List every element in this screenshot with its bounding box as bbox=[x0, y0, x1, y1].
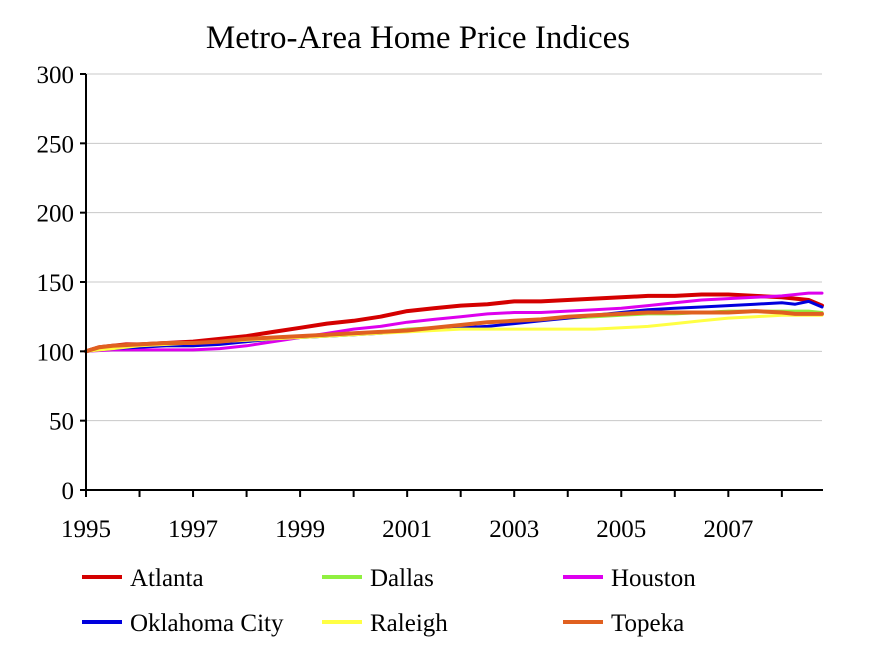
legend-label: Oklahoma City bbox=[130, 610, 284, 637]
y-tick-label: 0 bbox=[62, 478, 75, 505]
chart-title: Metro-Area Home Price Indices bbox=[206, 20, 630, 56]
x-axis-ticks: 1995 1997 1999 2001 2003 2005 2007 bbox=[61, 516, 753, 543]
legend-label: Raleigh bbox=[370, 610, 448, 637]
y-tick-label: 100 bbox=[37, 339, 75, 366]
x-tick-label: 2005 bbox=[596, 516, 646, 543]
y-axis-ticks: 0 50 100 150 200 250 300 bbox=[37, 62, 75, 505]
legend-label: Dallas bbox=[370, 565, 434, 592]
series-line-houston bbox=[84, 291, 824, 353]
x-tick-label: 1997 bbox=[168, 516, 218, 543]
x-tick-label: 1995 bbox=[61, 516, 111, 543]
axes bbox=[80, 73, 823, 497]
legend-label: Atlanta bbox=[130, 565, 204, 592]
series-line-topeka bbox=[84, 309, 824, 354]
legend: Atlanta Dallas Houston Oklahoma City Raleigh… bbox=[82, 565, 696, 637]
y-tick-label: 300 bbox=[37, 62, 75, 89]
y-tick-label: 250 bbox=[37, 131, 75, 158]
y-tick-label: 150 bbox=[37, 270, 75, 297]
series-lines bbox=[84, 291, 824, 354]
x-tick-label: 1999 bbox=[275, 516, 325, 543]
legend-label: Houston bbox=[611, 565, 696, 592]
x-tick-label: 2007 bbox=[703, 516, 753, 543]
series-line-oklahoma-city bbox=[84, 299, 824, 353]
gridlines bbox=[86, 73, 822, 422]
legend-label: Topeka bbox=[611, 610, 684, 637]
y-tick-label: 50 bbox=[49, 409, 74, 436]
x-tick-label: 2003 bbox=[489, 516, 539, 543]
x-tick-label: 2001 bbox=[382, 516, 432, 543]
y-tick-label: 200 bbox=[37, 201, 75, 228]
